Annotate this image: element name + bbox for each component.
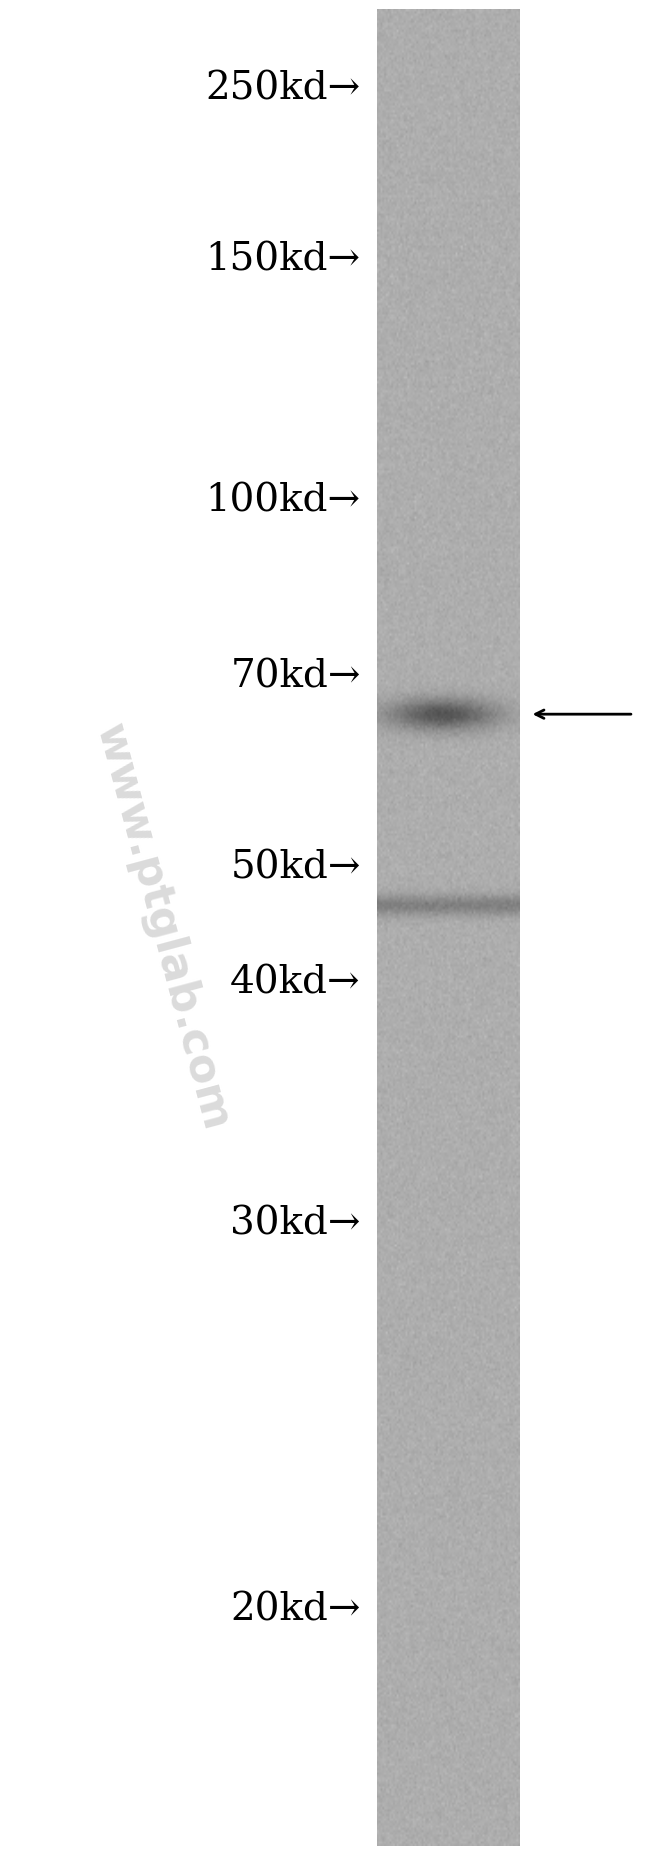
Text: 70kd→: 70kd→ xyxy=(230,659,361,696)
Text: 30kd→: 30kd→ xyxy=(230,1206,361,1243)
Text: 20kd→: 20kd→ xyxy=(230,1592,361,1629)
Text: 50kd→: 50kd→ xyxy=(230,850,361,887)
Text: 150kd→: 150kd→ xyxy=(205,241,361,278)
Text: 250kd→: 250kd→ xyxy=(205,70,361,108)
Text: www.ptglab.com: www.ptglab.com xyxy=(88,720,237,1135)
Text: 100kd→: 100kd→ xyxy=(205,482,361,519)
Text: 40kd→: 40kd→ xyxy=(230,965,361,1002)
